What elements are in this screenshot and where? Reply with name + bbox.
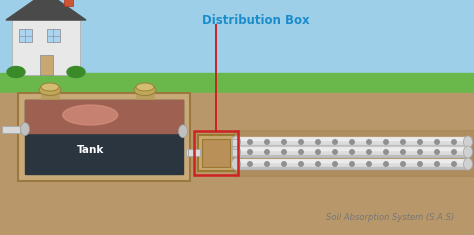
Bar — [236, 137, 468, 140]
Ellipse shape — [401, 140, 405, 144]
Text: Distribution Box: Distribution Box — [202, 13, 310, 27]
Bar — [19, 29, 32, 42]
Bar — [232, 149, 238, 156]
Ellipse shape — [418, 150, 422, 154]
Ellipse shape — [248, 162, 252, 166]
Ellipse shape — [464, 158, 473, 170]
Ellipse shape — [464, 136, 473, 148]
Bar — [236, 154, 468, 157]
Ellipse shape — [20, 123, 29, 136]
Bar — [236, 147, 468, 150]
Ellipse shape — [384, 140, 388, 144]
Ellipse shape — [63, 105, 118, 125]
Ellipse shape — [452, 162, 456, 166]
Ellipse shape — [7, 67, 25, 78]
Bar — [236, 137, 468, 147]
Ellipse shape — [350, 140, 354, 144]
Bar — [236, 159, 468, 162]
Ellipse shape — [265, 162, 269, 166]
Bar — [41, 91, 59, 99]
Ellipse shape — [282, 162, 286, 166]
Ellipse shape — [282, 150, 286, 154]
Ellipse shape — [134, 85, 156, 95]
Bar — [188, 149, 200, 156]
Bar — [236, 145, 468, 147]
Bar — [232, 139, 238, 146]
Ellipse shape — [452, 150, 456, 154]
Ellipse shape — [333, 150, 337, 154]
Bar — [0, 93, 474, 235]
Bar — [236, 159, 468, 169]
Bar — [25, 100, 183, 174]
Ellipse shape — [384, 150, 388, 154]
Ellipse shape — [384, 162, 388, 166]
Bar — [198, 135, 234, 171]
Ellipse shape — [299, 140, 303, 144]
Bar — [64, 0, 73, 6]
Bar — [25, 100, 183, 133]
Ellipse shape — [435, 140, 439, 144]
Ellipse shape — [248, 140, 252, 144]
Ellipse shape — [452, 140, 456, 144]
Bar — [234, 152, 474, 176]
Bar — [40, 55, 53, 75]
Ellipse shape — [231, 136, 240, 148]
Ellipse shape — [299, 162, 303, 166]
Bar — [2, 125, 20, 133]
Bar — [194, 131, 238, 175]
Ellipse shape — [231, 146, 240, 158]
Bar — [12, 20, 80, 75]
Ellipse shape — [333, 140, 337, 144]
Text: Tank: Tank — [77, 145, 104, 155]
Ellipse shape — [316, 150, 320, 154]
Ellipse shape — [282, 140, 286, 144]
Bar — [18, 93, 190, 181]
Bar — [0, 0, 474, 73]
Ellipse shape — [464, 146, 473, 158]
Ellipse shape — [265, 150, 269, 154]
Ellipse shape — [316, 162, 320, 166]
Ellipse shape — [367, 162, 371, 166]
Ellipse shape — [136, 83, 154, 91]
Ellipse shape — [367, 140, 371, 144]
Bar — [186, 149, 200, 156]
Ellipse shape — [41, 83, 59, 91]
Bar — [0, 73, 474, 93]
Bar — [136, 91, 154, 99]
Bar — [47, 29, 60, 42]
Ellipse shape — [350, 150, 354, 154]
Ellipse shape — [333, 162, 337, 166]
Ellipse shape — [265, 140, 269, 144]
Ellipse shape — [435, 162, 439, 166]
Ellipse shape — [401, 150, 405, 154]
Bar — [202, 139, 230, 167]
Bar — [236, 167, 468, 169]
Ellipse shape — [231, 158, 240, 170]
Ellipse shape — [418, 162, 422, 166]
Ellipse shape — [401, 162, 405, 166]
Ellipse shape — [39, 85, 61, 95]
Ellipse shape — [367, 150, 371, 154]
Ellipse shape — [299, 150, 303, 154]
Ellipse shape — [418, 140, 422, 144]
Bar — [234, 140, 474, 164]
Ellipse shape — [67, 67, 85, 78]
Ellipse shape — [350, 162, 354, 166]
Ellipse shape — [179, 125, 188, 138]
Ellipse shape — [316, 140, 320, 144]
Bar — [236, 147, 468, 157]
Polygon shape — [6, 0, 86, 20]
Text: Soil Absorption System (S.A.S): Soil Absorption System (S.A.S) — [326, 213, 454, 222]
Ellipse shape — [248, 150, 252, 154]
Bar — [234, 130, 474, 154]
Ellipse shape — [435, 150, 439, 154]
